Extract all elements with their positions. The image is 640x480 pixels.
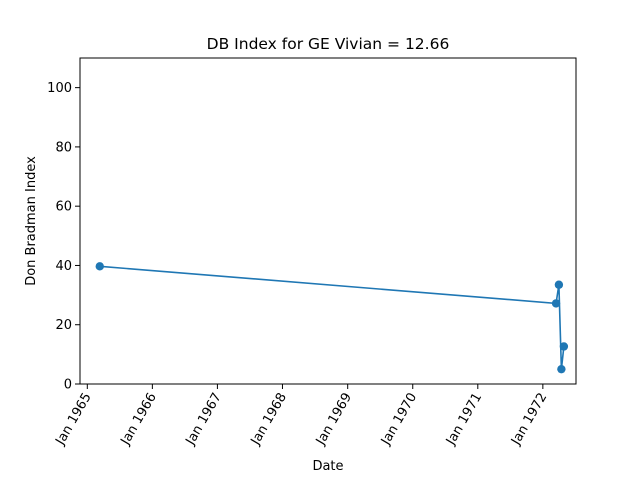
- plot-area: [95, 262, 569, 374]
- y-tick-label: 60: [55, 200, 72, 215]
- y-tick-label: 40: [55, 259, 72, 274]
- x-axis-label: Date: [312, 459, 343, 474]
- data-point: [557, 364, 566, 374]
- y-tick-label: 20: [55, 318, 72, 333]
- axes-frame: [79, 57, 577, 385]
- y-axis: 0 20 40 60 80 100: [47, 81, 80, 393]
- data-point: [551, 299, 561, 308]
- y-tick-label: 100: [47, 81, 72, 96]
- data-point: [559, 342, 569, 351]
- data-point: [95, 262, 104, 271]
- data-point: [554, 280, 564, 289]
- y-tick-label: 80: [55, 140, 72, 155]
- y-tick-label: 0: [64, 378, 72, 393]
- chart-title: DB Index for GE Vivian = 12.66: [207, 35, 450, 53]
- y-axis-label: Don Bradman Index: [24, 156, 39, 286]
